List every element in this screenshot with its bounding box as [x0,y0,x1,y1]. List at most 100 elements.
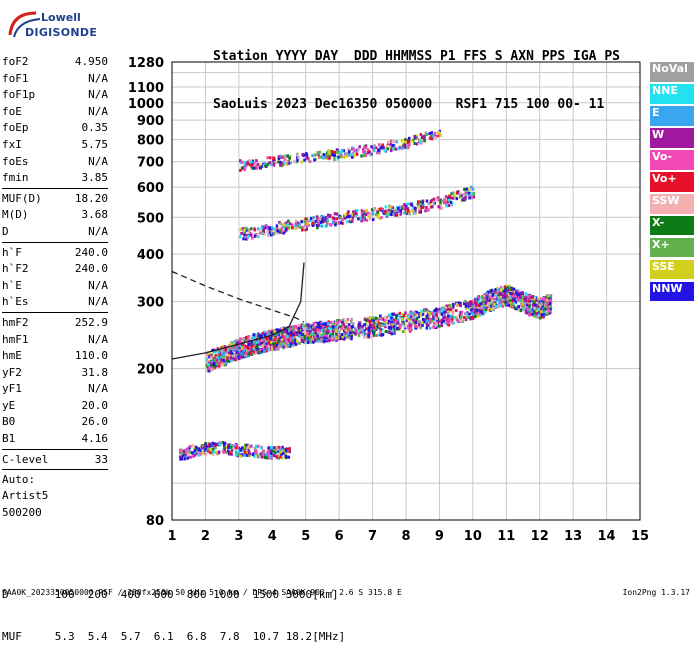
echo-point [419,139,422,143]
echo-point [425,326,429,330]
param-value: 26.0 [81,415,109,429]
echo-point [213,362,216,366]
echo-point [300,225,304,229]
legend-item: X+ [650,237,694,258]
echo-point [509,292,512,295]
echo-point [180,457,184,460]
echo-point [291,329,294,333]
echo-point [258,452,262,456]
echo-point [329,334,332,338]
echo-point [366,324,370,328]
echo-point [210,368,213,372]
echo-point [487,301,491,305]
echo-point [348,214,352,218]
echo-point [378,324,381,328]
echo-point [307,223,310,227]
echo-point [337,331,341,335]
echo-point [483,310,487,314]
echo-point [336,320,339,324]
echo-point [311,154,314,158]
echo-point [449,196,452,200]
echo-point [429,200,433,204]
param-group-critical-frequencies: foF2 4.950 foF1 N/A foF1p N/A foE N/A foEp 0.35 fx… [2,54,108,187]
echo-point [247,343,251,347]
echo-point [254,341,257,345]
echo-point [485,306,488,310]
echo-point [283,154,287,158]
echo-point [443,198,446,202]
echo-point [447,204,451,208]
echo-point [342,324,345,328]
echo-point [313,339,317,343]
echo-point [291,343,294,347]
echo-point [281,331,284,335]
echo-point [500,287,503,291]
echo-point [368,150,371,154]
echo-point [263,334,267,338]
echo-point [500,293,504,296]
echo-point [273,227,276,231]
echo-point [524,299,528,303]
echo-point [373,144,376,148]
echo-point [328,331,331,335]
echo-point [228,353,231,357]
echo-point [223,442,226,446]
echo-point [348,153,351,157]
echo-point [475,308,479,312]
echo-point [277,333,281,337]
echo-point [341,322,344,326]
echo-point [248,452,251,456]
echo-point [290,331,293,335]
echo-point [314,323,317,326]
echo-point [273,330,276,333]
echo-point [391,312,394,316]
echo-point [395,140,399,144]
echo-point [371,211,375,215]
echo-point [260,164,264,168]
echo-point [265,337,269,341]
echo-point [374,328,378,331]
echo-point [453,315,456,319]
echo-point [339,221,343,225]
echo-point [435,312,438,316]
row-value: 800 [186,588,207,601]
echo-point [295,222,298,226]
echo-point [261,331,264,335]
echo-point [232,343,236,347]
param-value: N/A [88,154,108,168]
echo-point [350,337,353,341]
echo-point [390,205,394,209]
echo-point [211,452,215,456]
echo-point [538,299,542,303]
echo-point [298,225,301,229]
echo-point [230,448,234,452]
echo-point [372,218,375,222]
echo-point [459,319,462,323]
echo-point [179,450,182,454]
echo-point [387,319,391,323]
echo-point [385,323,389,327]
param-value: 18.20 [74,191,108,205]
echo-point [545,310,548,314]
echo-point [225,445,229,449]
echo-point [311,221,315,225]
echo-point [406,316,410,320]
echo-point [377,321,380,325]
echo-point [510,295,514,299]
echo-point [312,216,315,220]
echo-point [493,298,497,302]
echo-point [256,162,259,166]
echo-point [367,318,370,322]
echo-point [517,305,520,309]
echo-point [379,314,382,318]
echo-point [283,335,286,339]
echo-point [267,341,271,345]
echo-point [222,443,226,447]
echo-point [447,307,450,311]
echo-point [497,296,500,299]
echo-point [252,333,256,337]
echo-point [432,202,436,206]
echo-point [237,452,241,456]
echo-point [406,202,410,206]
echo-point [222,352,226,355]
